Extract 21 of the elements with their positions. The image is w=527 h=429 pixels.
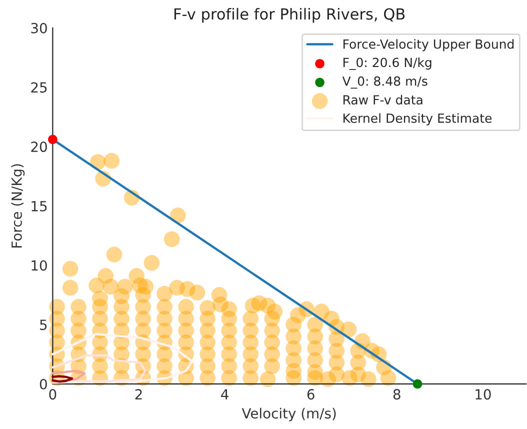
x-tick-label: 10: [476, 389, 491, 400]
x-tick-label: 8: [393, 389, 400, 400]
x-tick-label: 2: [135, 389, 142, 400]
legend-label: Raw F-v data: [344, 94, 422, 105]
y-tick-label: 15: [32, 201, 47, 212]
legend-label: Kernel Density Estimate: [344, 113, 492, 126]
y-tick-label: 0: [40, 378, 47, 390]
y-tick-label: 30: [31, 22, 47, 34]
x-tick-label: 4: [221, 389, 228, 400]
legend-label: V_0: 8.48 m/s: [342, 76, 428, 89]
legend-label: Force-Velocity Upper Bound: [344, 39, 514, 52]
x-tick-label: 6: [307, 389, 314, 400]
y-tick-label: 25: [31, 82, 47, 93]
legend-label: F_0: 20.6 N/kg: [344, 57, 432, 70]
y-tick-label: 5: [40, 320, 47, 330]
y-tick-label: 10: [32, 260, 47, 271]
chart-title: F-v profile for Philip Rivers, QB: [174, 8, 405, 23]
x-tick-label: 0: [49, 389, 56, 400]
x-axis-title: Velocity (m/s): [242, 408, 336, 422]
y-tick-label: 20: [31, 142, 47, 152]
y-axis-title: Force (N/Kg): [11, 164, 25, 248]
